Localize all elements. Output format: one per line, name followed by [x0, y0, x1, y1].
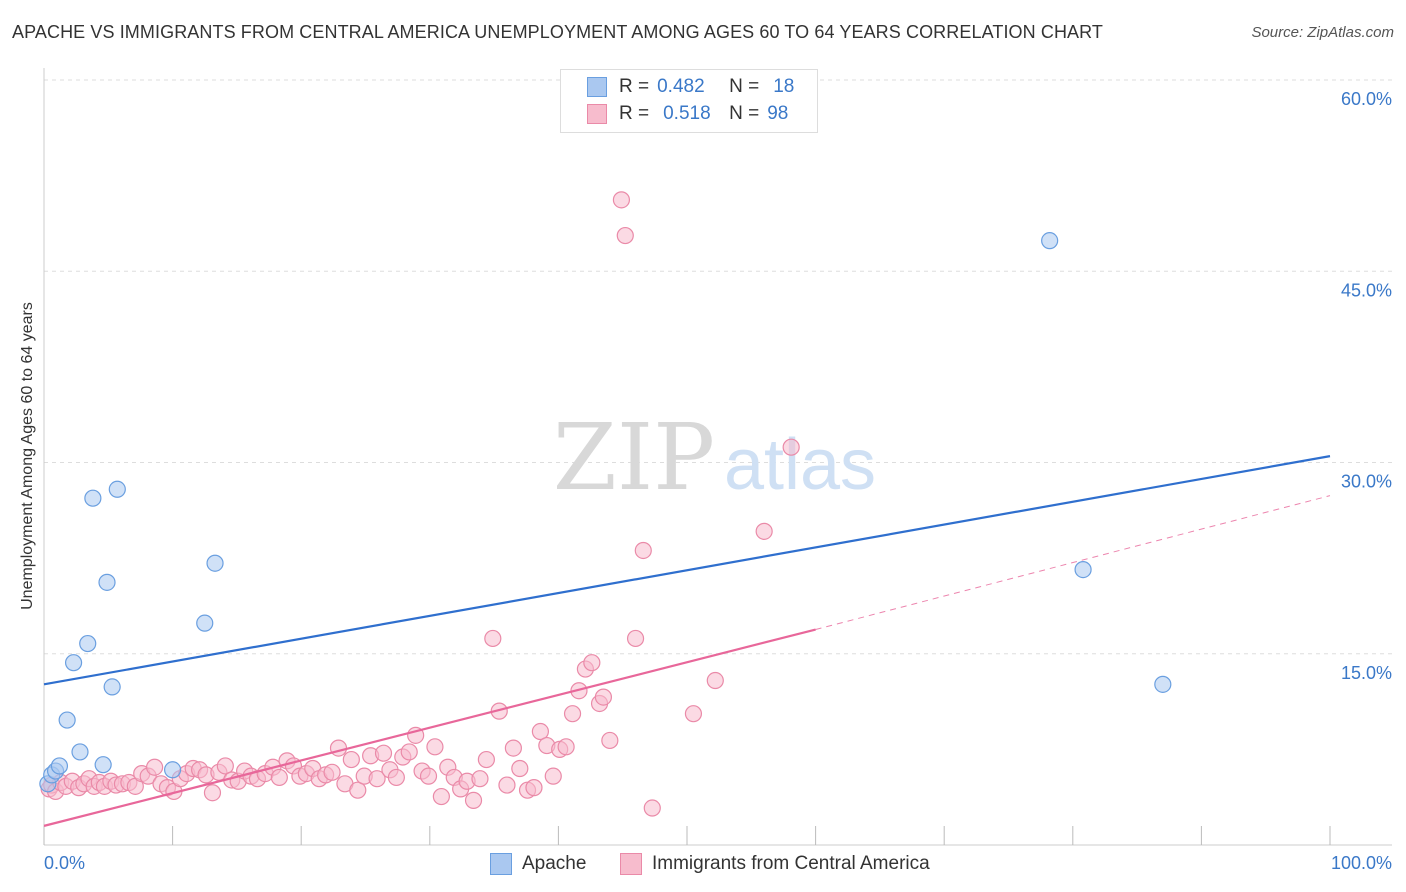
immigrants-point [477, 750, 495, 769]
apache-point [71, 743, 89, 761]
apache-point [103, 678, 121, 696]
y-tick-label: 60.0% [1341, 89, 1392, 109]
apache-point [94, 756, 112, 774]
bottom-legend-apache[interactable]: Apache [490, 852, 586, 876]
immigrants-point [531, 722, 549, 741]
y-tick-label: 15.0% [1341, 663, 1392, 683]
apache-point [50, 757, 69, 775]
immigrants-r-label: R = [619, 103, 650, 124]
watermark-atlas: atlas [724, 425, 876, 505]
apache-point [206, 554, 224, 572]
immigrants-point [203, 784, 222, 802]
immigrants-point [368, 770, 386, 788]
immigrants-point [601, 731, 619, 750]
immigrants-point [374, 744, 393, 762]
immigrants-point [216, 757, 234, 775]
immigrants-trend-extension [815, 495, 1331, 631]
apache-points [39, 232, 1172, 793]
immigrants-point [329, 739, 348, 757]
apache-point [1041, 232, 1059, 250]
apache-point [108, 480, 126, 498]
apache-point [164, 761, 182, 779]
apache-swatch [587, 77, 607, 97]
y-tick-label: 30.0% [1341, 472, 1392, 492]
apache-n-value: 18 [773, 76, 795, 97]
immigrants-point [594, 688, 613, 706]
immigrants-trend-line [43, 628, 816, 827]
apache-point [58, 711, 76, 729]
immigrants-point [544, 767, 562, 785]
axes [43, 68, 1392, 846]
immigrants-point [612, 191, 631, 209]
immigrants-swatch [587, 104, 607, 124]
immigrants-point [634, 541, 652, 560]
immigrants-point [498, 776, 516, 794]
immigrants-n-value: 98 [767, 103, 789, 124]
immigrants-legend-swatch [620, 853, 642, 875]
immigrants-point [511, 759, 529, 778]
apache-legend-label: Apache [522, 853, 587, 874]
immigrants-point [464, 791, 483, 809]
legend-row-immigrants: R = 0.518 N = 98 [587, 102, 788, 126]
source-label: Source: ZipAtlas.com [1251, 24, 1394, 41]
bottom-legend-immigrants[interactable]: Immigrants from Central America [620, 852, 930, 876]
x-tick-label: 100.0% [1331, 853, 1392, 873]
watermark: ZIP atlas [553, 404, 876, 511]
watermark-zip: ZIP [553, 404, 715, 511]
apache-point [1154, 675, 1172, 693]
apache-legend-swatch [490, 853, 512, 875]
trend-lines [43, 455, 1331, 827]
immigrants-point [626, 629, 645, 648]
immigrants-r-value: 0.518 [663, 103, 711, 124]
legend-row-apache: R = 0.482 N = 18 [587, 75, 794, 99]
immigrants-point [432, 787, 450, 806]
immigrants-point [349, 781, 367, 799]
immigrants-legend-label: Immigrants from Central America [652, 853, 930, 874]
immigrants-point [643, 799, 661, 817]
y-axis-label: Unemployment Among Ages 60 to 64 years [19, 302, 36, 610]
tick-labels: 15.0% 30.0% 45.0% 60.0% 0.0% 100.0% [44, 89, 1392, 873]
immigrants-point [504, 739, 522, 757]
apache-n-label: N = [729, 76, 760, 97]
apache-trend-line [43, 455, 1331, 686]
immigrants-point [419, 767, 438, 785]
x-tick-label: 0.0% [44, 853, 85, 873]
immigrants-point [426, 738, 444, 756]
apache-point [1074, 560, 1092, 579]
apache-point [196, 614, 214, 632]
immigrants-point [563, 705, 582, 723]
immigrants-point [583, 654, 601, 672]
y-tick-label: 45.0% [1341, 280, 1392, 300]
immigrants-point [782, 438, 800, 456]
immigrants-point [557, 738, 575, 756]
immigrants-point [471, 770, 489, 788]
immigrants-point [525, 779, 543, 797]
correlation-legend: R = 0.482 N = 18 R = 0.518 N = 98 [560, 69, 818, 133]
apache-r-value: 0.482 [657, 76, 705, 97]
immigrants-point [387, 768, 405, 787]
immigrants-point [706, 671, 724, 690]
immigrants-point [270, 768, 288, 787]
immigrants-point [684, 705, 703, 723]
immigrants-point [400, 743, 418, 761]
immigrants-point [616, 226, 634, 245]
chart-title: APACHE VS IMMIGRANTS FROM CENTRAL AMERIC… [12, 22, 1104, 42]
apache-point [79, 634, 97, 653]
immigrants-point [755, 522, 773, 540]
immigrants-point [323, 763, 341, 781]
immigrants-n-label: N = [729, 103, 760, 124]
immigrants-point [484, 629, 502, 648]
apache-point [84, 489, 102, 507]
grid-lines [44, 79, 1392, 655]
immigrants-point [342, 750, 360, 769]
apache-point [98, 573, 116, 591]
apache-r-label: R = [619, 76, 650, 97]
apache-point [64, 654, 83, 672]
immigrants-point [145, 758, 164, 776]
